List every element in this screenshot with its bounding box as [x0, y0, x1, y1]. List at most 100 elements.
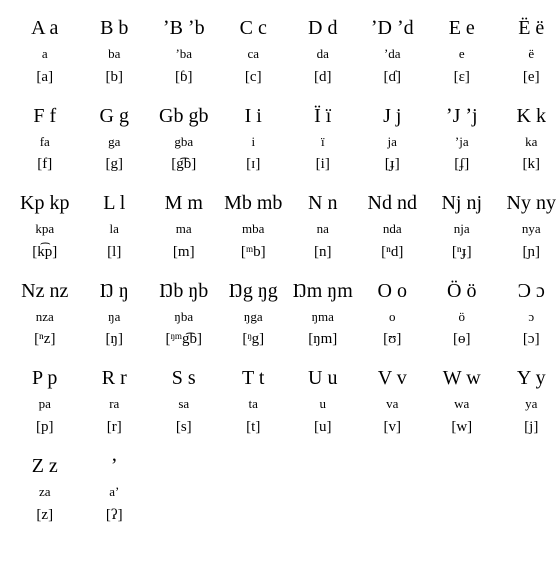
- syllable-example: ŋma: [290, 309, 356, 325]
- alphabet-cell: G gga[g]: [80, 98, 150, 186]
- ipa-value: [w]: [429, 418, 495, 436]
- letter-pair: ʼD ʼd: [360, 16, 426, 40]
- alphabet-cell: Ny nynya[ɲ]: [497, 185, 556, 273]
- alphabet-cell: I ii[ɪ]: [219, 98, 289, 186]
- alphabet-cell: V vva[v]: [358, 360, 428, 448]
- syllable-example: nya: [499, 221, 556, 237]
- ipa-value: [r]: [82, 418, 148, 436]
- alphabet-cell: S ssa[s]: [149, 360, 219, 448]
- syllable-example: nja: [429, 221, 495, 237]
- syllable-example: nda: [360, 221, 426, 237]
- ipa-value: [ⁿz]: [12, 330, 78, 348]
- letter-pair: S s: [151, 366, 217, 390]
- alphabet-cell: T tta[t]: [219, 360, 289, 448]
- syllable-example: ra: [82, 396, 148, 412]
- letter-pair: J j: [360, 104, 426, 128]
- ipa-value: [ʔ]: [82, 506, 148, 524]
- letter-pair: A a: [12, 16, 78, 40]
- alphabet-cell: M mma[m]: [149, 185, 219, 273]
- alphabet-cell: Y yya[j]: [497, 360, 556, 448]
- alphabet-cell: ʼ aʼ [ʔ]: [80, 448, 150, 536]
- letter-pair: P p: [12, 366, 78, 390]
- syllable-example: la: [82, 221, 148, 237]
- syllable-example: ë: [499, 46, 556, 62]
- syllable-example: aʼ: [82, 484, 148, 500]
- syllable-example: ga: [82, 134, 148, 150]
- ipa-value: [ʊ]: [360, 330, 426, 348]
- ipa-value: [ɟ]: [360, 155, 426, 173]
- letter-pair: Ë ë: [499, 16, 556, 40]
- letter-pair: W w: [429, 366, 495, 390]
- letter-pair: Ŋb ŋb: [151, 279, 217, 303]
- syllable-example: ca: [221, 46, 287, 62]
- ipa-value: [t]: [221, 418, 287, 436]
- syllable-example: i: [221, 134, 287, 150]
- ipa-value: [ɗ]: [360, 68, 426, 86]
- ipa-value: [ŋm]: [290, 330, 356, 348]
- letter-pair: L l: [82, 191, 148, 215]
- ipa-value: [ɵ]: [429, 330, 495, 348]
- ipa-value: [p]: [12, 418, 78, 436]
- alphabet-cell: N nna[n]: [288, 185, 358, 273]
- syllable-example: gba: [151, 134, 217, 150]
- alphabet-cell: D dda[d]: [288, 10, 358, 98]
- syllable-example: pa: [12, 396, 78, 412]
- ipa-value: [f]: [12, 155, 78, 173]
- alphabet-cell: ʼJ ʼjʼja[ʄ]: [427, 98, 497, 186]
- syllable-example: na: [290, 221, 356, 237]
- letter-pair: M m: [151, 191, 217, 215]
- letter-pair: Gb gb: [151, 104, 217, 128]
- letter-pair: Ŋ ŋ: [82, 279, 148, 303]
- letter-pair: R r: [82, 366, 148, 390]
- alphabet-cell: E ee[ɛ]: [427, 10, 497, 98]
- syllable-example: va: [360, 396, 426, 412]
- ipa-value: [g͡b]: [151, 155, 217, 173]
- letter-pair: Ŋm ŋm: [290, 279, 356, 303]
- ipa-value: [ɓ]: [151, 68, 217, 86]
- syllable-example: o: [360, 309, 426, 325]
- letter-pair: Nz nz: [12, 279, 78, 303]
- letter-pair: Y y: [499, 366, 556, 390]
- alphabet-cell: O oo[ʊ]: [358, 273, 428, 361]
- ipa-value: [c]: [221, 68, 287, 86]
- syllable-example: ʼja: [429, 134, 495, 150]
- syllable-example: fa: [12, 134, 78, 150]
- alphabet-cell: Nz nznza[ⁿz]: [10, 273, 80, 361]
- alphabet-cell: Ö öö[ɵ]: [427, 273, 497, 361]
- syllable-example: ʼda: [360, 46, 426, 62]
- letter-pair: ʼB ʼb: [151, 16, 217, 40]
- ipa-value: [b]: [82, 68, 148, 86]
- syllable-example: ʼba: [151, 46, 217, 62]
- ipa-value: [ⁿɟ]: [429, 243, 495, 261]
- ipa-value: [ʄ]: [429, 155, 495, 173]
- syllable-example: ya: [499, 396, 556, 412]
- letter-pair: B b: [82, 16, 148, 40]
- syllable-example: e: [429, 46, 495, 62]
- syllable-example: wa: [429, 396, 495, 412]
- letter-pair: N n: [290, 191, 356, 215]
- ipa-value: [e]: [499, 68, 556, 86]
- letter-pair: C c: [221, 16, 287, 40]
- syllable-example: za: [12, 484, 78, 500]
- syllable-example: ka: [499, 134, 556, 150]
- alphabet-cell: Ï ïï[i]: [288, 98, 358, 186]
- ipa-value: [i]: [290, 155, 356, 173]
- letter-pair: Mb mb: [221, 191, 287, 215]
- ipa-value: [ⁿd]: [360, 243, 426, 261]
- alphabet-cell: B bba[b]: [80, 10, 150, 98]
- ipa-value: [v]: [360, 418, 426, 436]
- ipa-value: [ᵑᵐg͡b]: [151, 330, 217, 348]
- letter-pair: Ŋg ŋg: [221, 279, 287, 303]
- syllable-example: ï: [290, 134, 356, 150]
- letter-pair: G g: [82, 104, 148, 128]
- alphabet-cell: ʼB ʼb ʼba [ɓ]: [149, 10, 219, 98]
- ipa-value: [ɛ]: [429, 68, 495, 86]
- ipa-value: [l]: [82, 243, 148, 261]
- syllable-example: sa: [151, 396, 217, 412]
- ipa-value: [z]: [12, 506, 78, 524]
- syllable-example: ja: [360, 134, 426, 150]
- alphabet-cell: P p pa [p]: [10, 360, 80, 448]
- syllable-example: ŋba: [151, 309, 217, 325]
- ipa-value: [a]: [12, 68, 78, 86]
- letter-pair: ʼ: [82, 454, 148, 478]
